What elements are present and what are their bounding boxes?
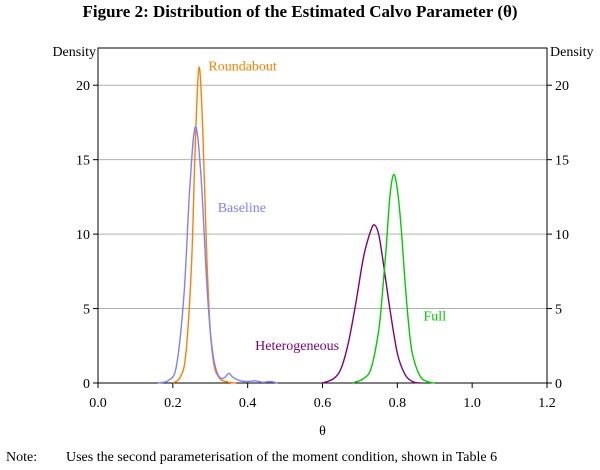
axis-labels: 0 0 5 5 10 10 15 15 20 20 0.0 0.2 0.4 0.6 0.8 1.0 1.2 θ De…: [52, 45, 593, 439]
ytick-label-left: 5: [83, 303, 90, 318]
xtick-label: 1.2: [538, 396, 556, 411]
annotation-heterogeneous: Heterogeneous: [255, 339, 339, 354]
y-axis-label-right: Density: [550, 45, 594, 60]
note-label: Note:: [6, 450, 38, 465]
series-line-heterogeneous: [322, 224, 420, 384]
series-line-full: [352, 173, 435, 384]
annotation-full: Full: [424, 309, 447, 324]
series-lines: [157, 66, 435, 384]
annotation-roundabout: Roundabout: [208, 59, 277, 74]
x-axis-label: θ: [319, 424, 326, 439]
ytick-label-right: 20: [555, 79, 569, 94]
figure-note: Note: Uses the second parameterisation of…: [6, 450, 497, 466]
figure-title: Figure 2: Distribution of the Estimated …: [82, 2, 518, 21]
xtick-label: 0.2: [164, 396, 182, 411]
density-chart: 0 0 5 5 10 10 15 15 20 20 0.0 0.2 0.4 0.6 0.8 1.0 1.2 θ De…: [52, 45, 593, 439]
series-line-baseline: [157, 126, 278, 384]
axis-ticks: [93, 84, 552, 388]
xtick-label: 0.6: [314, 396, 332, 411]
gridlines: [98, 84, 547, 310]
ytick-label-right: 5: [555, 303, 562, 318]
xtick-label: 0.0: [89, 396, 107, 411]
xtick-label: 1.0: [463, 396, 481, 411]
xtick-label: 0.4: [239, 396, 257, 411]
ytick-label-left: 20: [76, 79, 90, 94]
note-text: Uses the second parameterisation of the …: [66, 450, 498, 465]
ytick-label-left: 0: [83, 377, 90, 392]
y-axis-label-left: Density: [52, 45, 96, 60]
series-line-roundabout: [172, 66, 237, 384]
plot-frame: [97, 47, 548, 384]
annotation-baseline: Baseline: [218, 201, 266, 216]
ytick-label-right: 10: [555, 228, 569, 243]
ytick-label-right: 15: [555, 154, 569, 169]
ytick-label-left: 10: [76, 228, 90, 243]
xtick-label: 0.8: [389, 396, 407, 411]
series-annotations: Roundabout Baseline Heterogeneous Full: [208, 59, 446, 354]
ytick-label-left: 15: [76, 154, 90, 169]
ytick-label-right: 0: [555, 377, 562, 392]
